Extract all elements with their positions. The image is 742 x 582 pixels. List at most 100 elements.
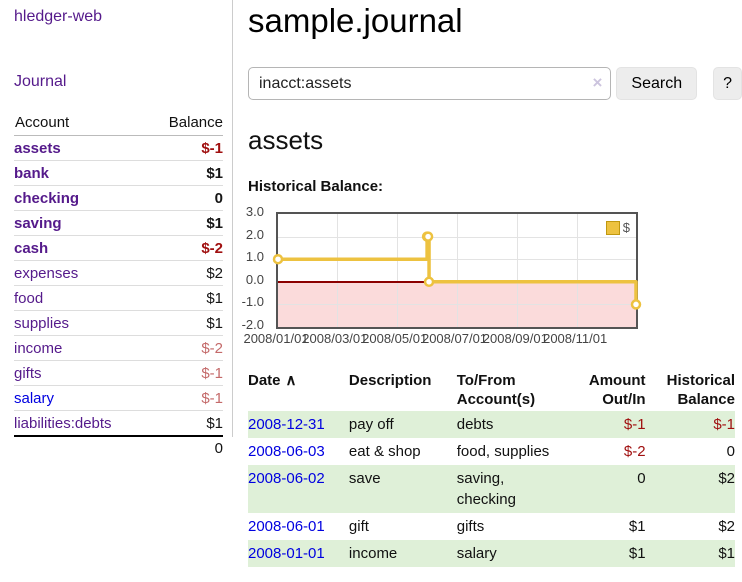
account-link[interactable]: bank (14, 165, 49, 182)
transaction-row: 2008-06-02savesaving,checking0$2 (248, 465, 735, 513)
account-row: saving $1 (14, 211, 223, 236)
accounts-header-account: Account (14, 112, 148, 136)
transaction-accounts: saving,checking (457, 465, 577, 513)
account-row: cash $-2 (14, 236, 223, 261)
account-link[interactable]: expenses (14, 265, 78, 282)
account-balance: $-1 (148, 136, 223, 161)
account-balance: $1 (148, 411, 223, 437)
account-link[interactable]: checking (14, 190, 79, 207)
transaction-accounts: salary (457, 540, 577, 567)
account-link[interactable]: liabilities:debts (14, 415, 112, 432)
account-link[interactable]: income (14, 340, 62, 357)
accounts-table: Account Balance assets $-1 bank $1 checking 0… (14, 112, 223, 460)
account-link[interactable]: assets (14, 140, 61, 157)
account-link[interactable]: saving (14, 215, 62, 232)
account-balance: $1 (148, 311, 223, 336)
x-axis-tick-label: 2008/05/01 (362, 331, 427, 346)
x-axis-tick-label: 2008/01/01 (243, 331, 308, 346)
transaction-balance: $2 (654, 465, 735, 513)
main-content: sample.journal × Search ? assets Histori… (248, 0, 742, 567)
transaction-row: 2008-01-01incomesalary$1$1 (248, 540, 735, 567)
register-header-row: Date∧DescriptionTo/FromAccount(s)AmountO… (248, 369, 735, 411)
account-balance: $-1 (148, 386, 223, 411)
transaction-row: 2008-06-01giftgifts$1$2 (248, 513, 735, 540)
register-column-header: AmountOut/In (577, 369, 654, 411)
search-form: × Search ? (248, 67, 742, 100)
transaction-accounts: food, supplies (457, 438, 577, 465)
register-column-header: To/FromAccount(s) (457, 369, 577, 411)
register-column-header: Description (349, 369, 457, 411)
y-axis-tick-label: 2.0 (222, 227, 264, 243)
account-balance: $1 (148, 161, 223, 186)
transaction-balance: $-1 (654, 411, 735, 438)
transaction-balance: 0 (654, 438, 735, 465)
help-button[interactable]: ? (713, 67, 742, 100)
account-row: liabilities:debts $1 (14, 411, 223, 437)
page-title: sample.journal (248, 2, 742, 40)
x-axis-tick-label: 2008/09/01 (483, 331, 548, 346)
sidebar-item-journal[interactable]: Journal (14, 73, 232, 91)
account-link[interactable]: salary (14, 390, 54, 407)
x-axis-tick-label: 2008/03/01 (302, 331, 367, 346)
account-balance: $1 (148, 286, 223, 311)
transaction-balance: $1 (654, 540, 735, 567)
transaction-amount: $1 (577, 513, 654, 540)
legend-label: $ (623, 220, 630, 235)
transaction-amount: $-2 (577, 438, 654, 465)
transaction-date-link[interactable]: 2008-01-01 (248, 545, 325, 562)
search-button[interactable]: Search (616, 67, 697, 100)
register-column-header: HistoricalBalance (654, 369, 735, 411)
register-column-header[interactable]: Date∧ (248, 369, 349, 411)
account-row: salary $-1 (14, 386, 223, 411)
account-balance: $-2 (148, 336, 223, 361)
account-balance: $1 (148, 211, 223, 236)
account-row: food $1 (14, 286, 223, 311)
app-brand-link[interactable]: hledger-web (14, 8, 232, 26)
data-point-marker (425, 278, 433, 286)
clear-search-icon[interactable]: × (592, 73, 602, 93)
chart-title: Historical Balance: (248, 178, 742, 195)
account-row: bank $1 (14, 161, 223, 186)
chart-legend: $ (603, 219, 633, 236)
account-balance: $-2 (148, 236, 223, 261)
accounts-header-row: Account Balance (14, 112, 223, 136)
account-balance: $2 (148, 261, 223, 286)
x-axis-tick-label: 2008/07/01 (422, 331, 487, 346)
transaction-date-link[interactable]: 2008-06-01 (248, 518, 325, 535)
account-row: supplies $1 (14, 311, 223, 336)
transaction-balance: $2 (654, 513, 735, 540)
transaction-accounts: debts (457, 411, 577, 438)
register-table: Date∧DescriptionTo/FromAccount(s)AmountO… (248, 369, 735, 567)
data-point-marker (274, 255, 282, 263)
account-heading: assets (248, 125, 742, 156)
data-point-marker (424, 233, 432, 241)
chart-plot-area: $ (276, 212, 638, 329)
account-link[interactable]: gifts (14, 365, 42, 382)
account-balance: 0 (148, 186, 223, 211)
transaction-description: income (349, 540, 457, 567)
account-row: checking 0 (14, 186, 223, 211)
y-axis-tick-label: 1.0 (222, 249, 264, 265)
transaction-date-link[interactable]: 2008-12-31 (248, 416, 325, 433)
accounts-body: assets $-1 bank $1 checking 0 saving $1 cash $-2 e… (14, 136, 223, 437)
transaction-date-link[interactable]: 2008-06-03 (248, 443, 325, 460)
legend-swatch-icon (606, 221, 620, 235)
y-axis-tick-label: 0.0 (222, 272, 264, 288)
account-link[interactable]: supplies (14, 315, 69, 332)
account-link[interactable]: cash (14, 240, 48, 257)
y-axis-tick-label: 3.0 (222, 204, 264, 220)
account-balance: $-1 (148, 361, 223, 386)
transaction-description: eat & shop (349, 438, 457, 465)
accounts-header-balance: Balance (148, 112, 223, 136)
transaction-description: gift (349, 513, 457, 540)
accounts-total-row: 0 (14, 436, 223, 460)
account-link[interactable]: food (14, 290, 43, 307)
account-row: assets $-1 (14, 136, 223, 161)
sort-ascending-icon: ∧ (286, 372, 297, 389)
search-input-wrap: × (248, 67, 611, 100)
search-input[interactable] (248, 67, 611, 100)
register-body: 2008-12-31pay offdebts$-1$-12008-06-03ea… (248, 411, 735, 567)
transaction-date-link[interactable]: 2008-06-02 (248, 470, 325, 487)
account-row: income $-2 (14, 336, 223, 361)
historical-balance-chart: $ 3.02.01.00.0-1.0-2.02008/01/012008/03/… (248, 212, 742, 347)
